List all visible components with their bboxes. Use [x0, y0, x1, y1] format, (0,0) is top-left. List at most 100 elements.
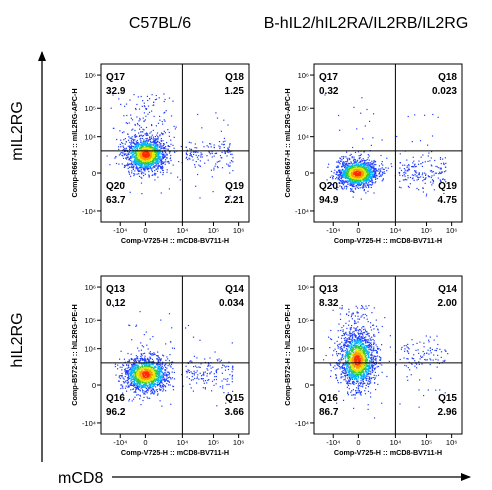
event-dot: [159, 382, 161, 384]
event-dot: [185, 157, 187, 159]
event-dot: [443, 171, 446, 173]
y-tick-label: 10⁴: [84, 345, 96, 354]
event-dot: [131, 147, 133, 149]
event-dot: [162, 169, 164, 172]
event-dot: [335, 173, 337, 175]
event-dot: [138, 169, 140, 171]
event-dot: [352, 178, 355, 180]
event-dot: [331, 184, 333, 186]
event-dot: [127, 385, 130, 387]
event-dot: [150, 384, 152, 386]
event-dot: [150, 391, 152, 393]
event-dot: [134, 173, 136, 175]
event-dot: [134, 134, 136, 136]
y-tick-label: 10⁵: [85, 316, 96, 325]
event-dot: [137, 394, 139, 396]
event-dot: [135, 377, 137, 379]
event-dot: [167, 145, 169, 147]
event-dot: [190, 379, 192, 381]
event-dot: [367, 166, 369, 168]
event-dot: [160, 139, 162, 142]
event-dot: [361, 165, 363, 167]
event-dot: [422, 154, 424, 156]
event-dot: [141, 105, 143, 107]
event-dot: [196, 357, 198, 359]
event-dot: [133, 358, 136, 360]
event-dot: [339, 182, 341, 184]
event-dot: [422, 187, 424, 189]
event-dot: [135, 145, 137, 148]
event-dot: [217, 360, 219, 362]
event-dot: [132, 142, 134, 144]
event-dot: [140, 137, 142, 139]
event-dot: [162, 386, 164, 388]
event-dot: [145, 152, 147, 154]
event-dot: [147, 369, 149, 371]
event-dot: [414, 163, 416, 165]
quadrant-name: Q19: [438, 181, 457, 192]
event-dot: [141, 131, 143, 133]
event-dot: [157, 379, 159, 381]
event-dot: [138, 369, 140, 371]
event-dot: [159, 384, 161, 386]
event-dot: [342, 173, 344, 175]
event-dot: [150, 380, 152, 382]
event-dot: [146, 372, 148, 374]
event-dot: [147, 373, 149, 375]
event-dot: [150, 164, 152, 167]
event-dot: [368, 155, 370, 157]
event-dot: [148, 360, 150, 362]
event-dot: [155, 146, 157, 148]
y-tick-label: -10⁴: [82, 419, 96, 428]
event-dot: [160, 161, 163, 163]
event-dot: [214, 165, 216, 167]
event-dot: [137, 170, 139, 173]
event-dot: [206, 373, 208, 375]
event-dot: [440, 168, 442, 170]
event-dot: [142, 161, 144, 163]
event-dot: [433, 189, 435, 191]
event-dot: [144, 376, 146, 379]
event-dot: [144, 165, 146, 167]
event-dot: [164, 151, 166, 153]
event-dot: [402, 175, 404, 177]
event-dot: [164, 369, 166, 371]
event-dot: [360, 112, 362, 114]
event-dot: [435, 165, 437, 167]
event-dot: [349, 154, 351, 156]
event-dot: [344, 165, 346, 167]
event-dot: [132, 151, 134, 153]
event-dot: [145, 373, 147, 376]
event-dot: [132, 398, 135, 400]
event-dot: [153, 156, 155, 158]
event-dot: [192, 379, 194, 381]
event-dot: [165, 386, 167, 388]
event-dot: [391, 165, 393, 168]
event-dot: [407, 170, 409, 172]
event-dot: [155, 139, 157, 141]
event-dot: [156, 142, 158, 144]
event-dot: [366, 180, 368, 182]
event-dot: [165, 152, 167, 154]
event-dot: [148, 367, 150, 369]
event-dot: [213, 373, 215, 375]
event-dot: [146, 108, 148, 110]
event-dot: [149, 383, 151, 385]
event-dot: [146, 361, 148, 363]
event-dot: [147, 364, 149, 366]
y-tick-label: 0: [92, 381, 96, 390]
event-dot: [189, 148, 191, 150]
event-dot: [363, 167, 366, 169]
event-dot: [165, 374, 167, 377]
event-dot: [336, 176, 338, 178]
event-dot: [162, 375, 164, 377]
event-dot: [126, 370, 128, 372]
event-dot: [363, 171, 365, 173]
event-dot: [135, 155, 137, 157]
event-dot: [189, 360, 191, 362]
event-dot: [143, 167, 145, 169]
event-dot: [131, 374, 133, 376]
event-dot: [120, 146, 122, 148]
event-dot: [344, 166, 346, 168]
event-dot: [370, 186, 372, 189]
